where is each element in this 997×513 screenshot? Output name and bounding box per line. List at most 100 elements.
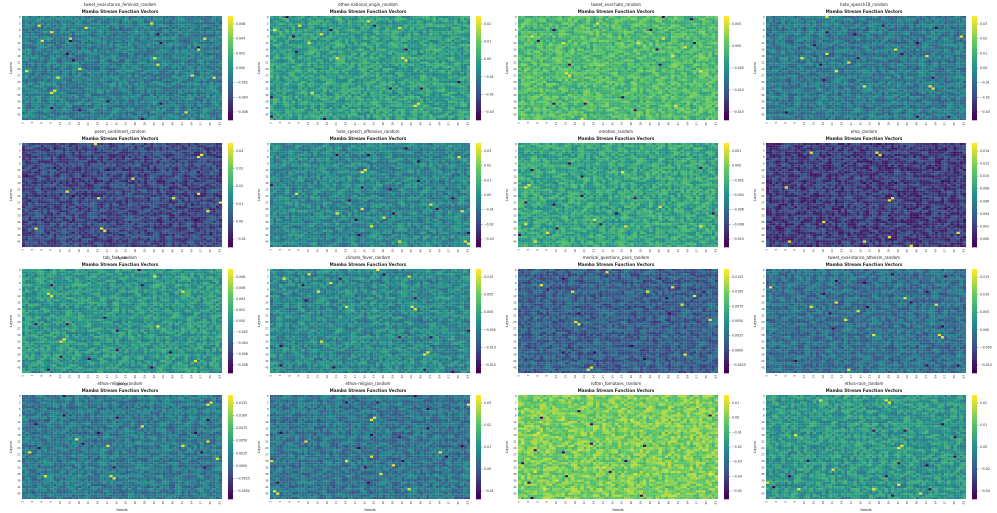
heatmap-cell <box>125 62 128 64</box>
heatmap-cell <box>197 38 200 40</box>
heatmap-cell <box>128 38 131 40</box>
heatmap-cell <box>119 79 122 81</box>
heatmap-cell <box>203 68 206 70</box>
heatmap-cell <box>181 23 184 25</box>
heatmap-cell <box>141 40 144 42</box>
heatmap-cell <box>110 49 113 51</box>
heatmap-cell <box>163 46 166 48</box>
heatmap-cell <box>213 72 216 74</box>
heatmap-cell <box>144 53 147 55</box>
heatmap-cell <box>113 29 116 31</box>
heatmap-cell <box>103 33 106 35</box>
heatmap-cell <box>78 16 81 18</box>
heatmap-cell <box>85 38 88 40</box>
heatmap-cell <box>150 68 153 70</box>
heatmap-cell <box>63 42 66 44</box>
heatmap-cell <box>138 16 141 18</box>
heatmap-cell <box>44 44 47 46</box>
heatmap-cell <box>81 23 84 25</box>
heatmap-cell <box>75 66 78 68</box>
heatmap-cell <box>97 64 100 66</box>
heatmap-cell <box>128 40 131 42</box>
heatmap-cell <box>122 70 125 72</box>
heatmap-cell <box>106 23 109 25</box>
heatmap-cell <box>31 66 34 68</box>
heatmap-cell <box>178 33 181 35</box>
heatmap-cell <box>91 23 94 25</box>
heatmap-cell <box>138 62 141 64</box>
heatmap-cell <box>116 75 119 77</box>
heatmap-cell <box>106 64 109 66</box>
heatmap-cell <box>38 62 41 64</box>
heatmap-cell <box>106 68 109 70</box>
heatmap-cell <box>63 62 66 64</box>
heatmap-cell <box>100 66 103 68</box>
heatmap-cell <box>50 18 53 20</box>
heatmap-cell <box>200 81 203 83</box>
heatmap-cell <box>81 49 84 51</box>
heatmap-cell <box>72 83 75 85</box>
heatmap-cell <box>144 68 147 70</box>
heatmap-cell <box>147 40 150 42</box>
heatmap-cell <box>213 29 216 31</box>
heatmap-cell <box>75 68 78 70</box>
heatmap-cell <box>197 68 200 70</box>
heatmap-cell <box>206 33 209 35</box>
heatmap-cell <box>163 18 166 20</box>
heatmap-cell <box>35 62 38 64</box>
heatmap-cell <box>31 40 34 42</box>
heatmap-cell <box>144 64 147 66</box>
heatmap-cell <box>97 68 100 70</box>
panel-title: Mamba Stream Function Vectors <box>82 9 159 14</box>
heatmap-cell <box>203 44 206 46</box>
heatmap-cell <box>122 79 125 81</box>
heatmap-cell <box>181 42 184 44</box>
heatmap-cell <box>141 70 144 72</box>
heatmap-cell <box>216 33 219 35</box>
heatmap-cell <box>50 66 53 68</box>
heatmap-cell <box>172 49 175 51</box>
heatmap-cell <box>178 83 181 85</box>
heatmap-cell <box>63 66 66 68</box>
heatmap-cell <box>206 81 209 83</box>
heatmap-cell <box>197 44 200 46</box>
heatmap-cell <box>191 49 194 51</box>
heatmap-cell <box>41 20 44 22</box>
heatmap-cell <box>78 29 81 31</box>
heatmap-cell <box>60 51 63 53</box>
heatmap-cell <box>125 59 128 61</box>
heatmap-cell <box>53 66 56 68</box>
heatmap-cell <box>22 68 25 70</box>
heatmap-cell <box>141 44 144 46</box>
heatmap-cell <box>185 79 188 81</box>
heatmap-cell <box>25 40 28 42</box>
heatmap-cell <box>53 79 56 81</box>
heatmap-cell <box>56 38 59 40</box>
heatmap-cell <box>150 16 153 18</box>
heatmap-cell <box>41 29 44 31</box>
heatmap-cell <box>116 33 119 35</box>
heatmap-cell <box>94 53 97 55</box>
heatmap-cell <box>119 85 122 87</box>
heatmap-cell <box>72 66 75 68</box>
heatmap-cell <box>144 38 147 40</box>
heatmap-cell <box>122 38 125 40</box>
heatmap-cell <box>169 33 172 35</box>
heatmap-cell <box>188 16 191 18</box>
heatmap-cell <box>147 68 150 70</box>
heatmap-cell <box>181 59 184 61</box>
heatmap-cell <box>128 85 131 87</box>
heatmap-cell <box>35 36 38 38</box>
heatmap-cell <box>138 53 141 55</box>
heatmap-cell <box>31 46 34 48</box>
heatmap-cell <box>141 49 144 51</box>
heatmap-cell <box>100 53 103 55</box>
heatmap-cell <box>147 31 150 33</box>
heatmap-cell <box>178 29 181 31</box>
heatmap-cell <box>147 16 150 18</box>
heatmap-cell <box>100 42 103 44</box>
heatmap-cell <box>194 51 197 53</box>
heatmap-cell <box>210 38 213 40</box>
heatmap-cell <box>200 16 203 18</box>
heatmap-cell <box>181 66 184 68</box>
